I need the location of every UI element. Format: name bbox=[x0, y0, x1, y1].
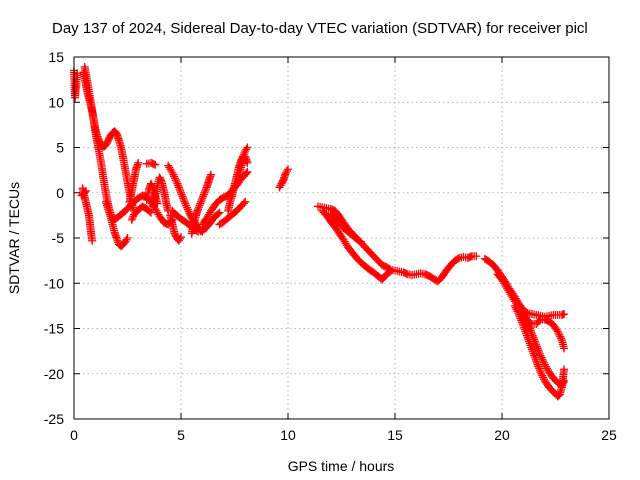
series-arc-16-markers bbox=[187, 170, 215, 238]
series-arc-22-markers bbox=[313, 202, 481, 286]
series-arc-10-markers bbox=[142, 158, 160, 169]
ticks-layer: 0 5 10 15 20 25 -25 -20 -15 -10 -5 0 5 10 15 bbox=[44, 49, 617, 443]
series-arc-1-markers bbox=[70, 66, 82, 102]
series-arc-5-markers bbox=[77, 186, 90, 200]
grid-layer bbox=[74, 57, 609, 419]
y-tick-label: 15 bbox=[48, 49, 64, 65]
x-tick-label: 15 bbox=[387, 427, 403, 443]
x-tick-label: 20 bbox=[494, 427, 510, 443]
y-axis-label: SDTVAR / TECUs bbox=[6, 182, 22, 294]
chart-title: Day 137 of 2024, Sidereal Day-to-day VTE… bbox=[52, 20, 588, 37]
y-tick-label: 10 bbox=[48, 94, 64, 110]
series-arc-18-markers bbox=[215, 197, 250, 229]
series-arc-24-markers bbox=[326, 209, 365, 246]
x-tick-label: 0 bbox=[70, 427, 78, 443]
series-arc-12-markers bbox=[142, 179, 162, 208]
series-arc-21-markers bbox=[275, 165, 292, 192]
y-tick-label: 0 bbox=[56, 185, 64, 201]
x-tick-label: 5 bbox=[177, 427, 185, 443]
y-tick-label: -20 bbox=[44, 366, 64, 382]
series-arc-8-markers bbox=[125, 158, 143, 206]
y-tick-label: 5 bbox=[56, 140, 64, 156]
series-arc-20-markers bbox=[234, 152, 252, 181]
y-tick-label: -25 bbox=[44, 411, 64, 427]
y-tick-label: -10 bbox=[44, 275, 64, 291]
series-arc-9-markers bbox=[127, 202, 156, 224]
y-tick-label: -5 bbox=[52, 230, 65, 246]
x-tick-label: 25 bbox=[601, 427, 617, 443]
data-points-layer bbox=[70, 62, 569, 401]
y-tick-label: -15 bbox=[44, 321, 64, 337]
x-tick-label: 10 bbox=[280, 427, 296, 443]
series-arc-14-markers bbox=[166, 211, 185, 245]
series-arc-23-markers bbox=[318, 206, 395, 284]
x-axis-label: GPS time / hours bbox=[288, 458, 395, 474]
series-arc-28-markers bbox=[519, 308, 569, 390]
